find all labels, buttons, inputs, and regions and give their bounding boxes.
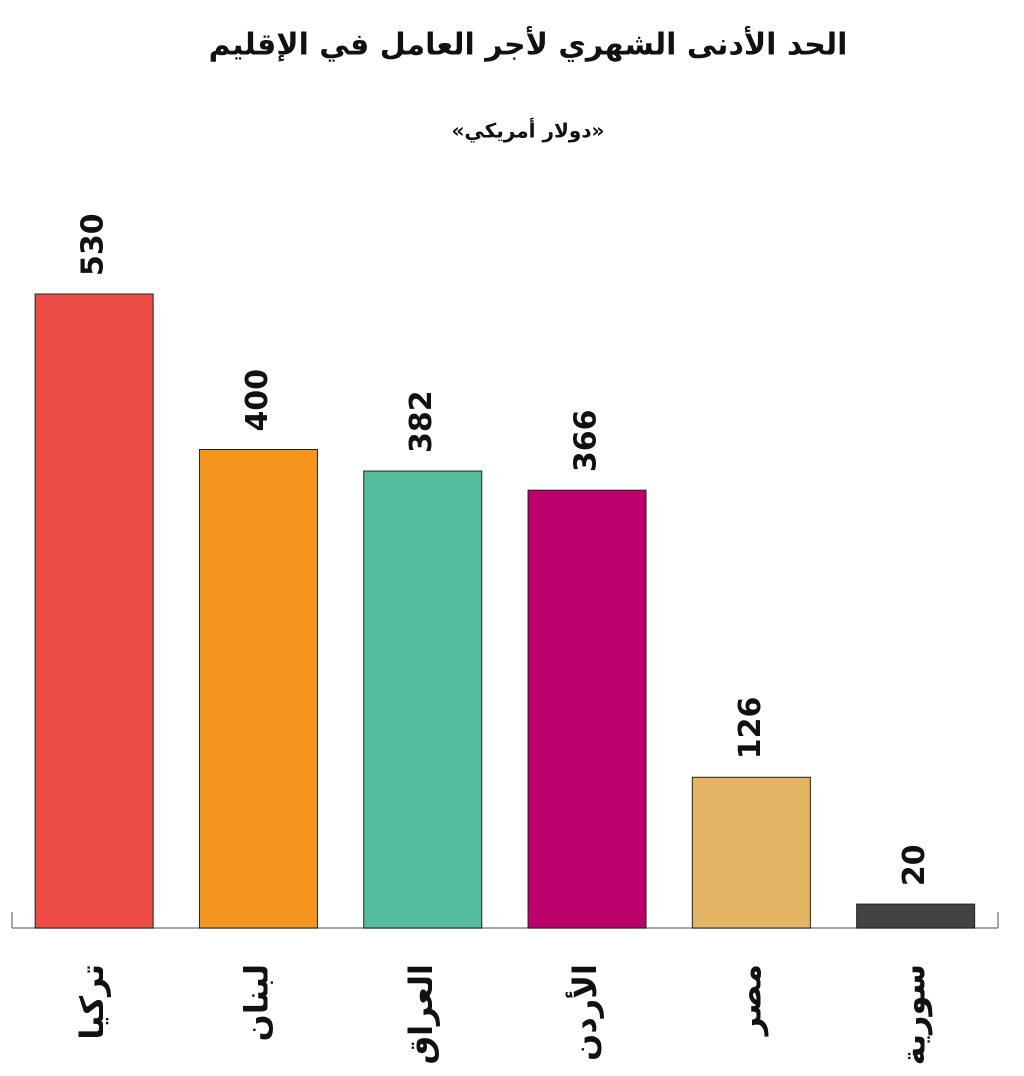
value-label: 20 [897, 844, 932, 886]
bar [856, 903, 976, 929]
chart-subtitle: «دولار أمريكي» [452, 117, 605, 144]
x-tick-label: الأردن [565, 964, 604, 1061]
x-tick-label: العراق [402, 964, 440, 1065]
value-label: 382 [404, 390, 439, 453]
x-tick-label: تركيا [73, 964, 111, 1040]
bar [34, 293, 154, 929]
bar [198, 449, 318, 929]
x-tick-label: سورية [895, 964, 933, 1065]
bar [363, 470, 483, 929]
value-label: 530 [76, 213, 111, 276]
x-tick-label: لبنان [237, 964, 275, 1041]
x-tick-label: مصر [730, 964, 768, 1037]
bar [691, 776, 811, 929]
bar [527, 489, 647, 929]
value-label: 366 [569, 410, 604, 473]
value-label: 400 [240, 369, 275, 432]
value-label: 126 [733, 697, 768, 760]
chart-title: الحد الأدنى الشهري لأجر العامل في الإقلي… [209, 26, 848, 63]
